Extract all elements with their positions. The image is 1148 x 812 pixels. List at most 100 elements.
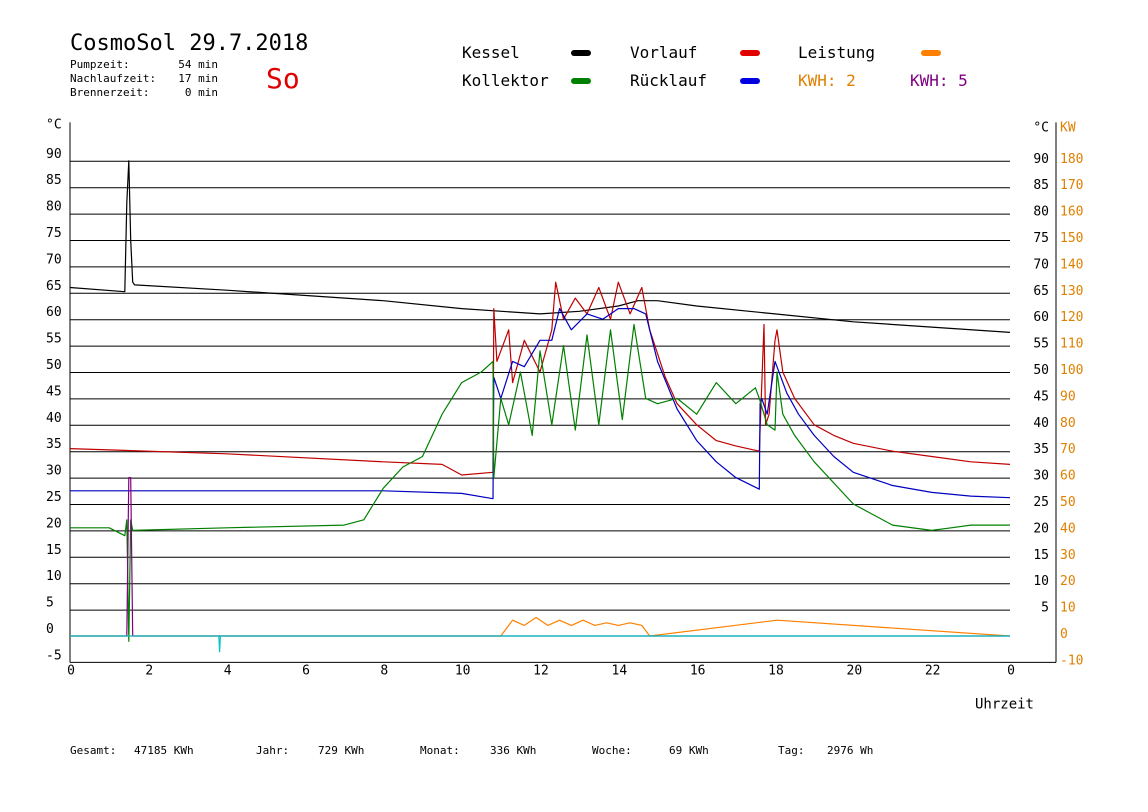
y2-tick-40: 40 — [1060, 521, 1076, 536]
y2-tick-170: 170 — [1060, 178, 1083, 193]
legend-label-ruecklauf: Rücklauf — [630, 71, 708, 90]
x-tick-1: 2 — [145, 663, 153, 678]
footer-value-woche: 69 KWh — [669, 744, 709, 757]
series-line-1 — [69, 281, 1011, 476]
y-tick-left--5: -5 — [46, 648, 62, 663]
y2-tick-70: 70 — [1060, 442, 1076, 457]
y-tick-right-25: 25 — [1033, 495, 1049, 510]
y2-tick-20: 20 — [1060, 574, 1076, 589]
y2-tick-150: 150 — [1060, 231, 1083, 246]
kwh-label-2: KWH: 2 — [798, 71, 856, 90]
y-axis-unit-left: °C — [46, 117, 62, 132]
y-tick-right-15: 15 — [1033, 548, 1049, 563]
legend-swatch-kollektor — [571, 78, 591, 84]
x-tick-6: 12 — [533, 663, 549, 678]
y-tick-left-50: 50 — [46, 358, 62, 373]
y2-tick-110: 110 — [1060, 337, 1083, 352]
y-tick-right-50: 50 — [1033, 363, 1049, 378]
legend-swatch-leistung — [921, 50, 941, 56]
y-tick-left-65: 65 — [46, 279, 62, 294]
y-tick-left-5: 5 — [46, 596, 54, 611]
y-tick-left-70: 70 — [46, 252, 62, 267]
y-tick-right-5: 5 — [1041, 601, 1049, 616]
footer-value-tag: 2976 Wh — [827, 744, 874, 757]
y2-tick-100: 100 — [1060, 363, 1083, 378]
y-tick-right-10: 10 — [1033, 574, 1049, 589]
y2-axis-unit: KW — [1060, 120, 1076, 135]
footer-value-monat: 336 KWh — [490, 744, 537, 757]
legend-label-kessel: Kessel — [462, 43, 520, 62]
kwh-label-5: KWH: 5 — [910, 71, 968, 90]
x-tick-7: 14 — [612, 663, 628, 678]
stat-value-pumpzeit: 54 min — [178, 58, 218, 71]
stat-value-brennerzeit: 0 min — [184, 86, 218, 99]
y-tick-left-55: 55 — [46, 332, 62, 347]
y2-tick-0: 0 — [1060, 627, 1068, 642]
legend-swatch-kessel — [571, 50, 591, 56]
footer-label-woche: Woche: — [592, 744, 632, 757]
y-tick-right-85: 85 — [1033, 178, 1049, 193]
footer-value-jahr: 729 KWh — [318, 744, 365, 757]
y-tick-left-10: 10 — [46, 569, 62, 584]
legend-label-kollektor: Kollektor — [462, 71, 549, 90]
page-title: CosmoSol 29.7.2018 — [70, 31, 309, 56]
y-tick-right-55: 55 — [1033, 337, 1049, 352]
y-tick-left-40: 40 — [46, 411, 62, 426]
y-tick-left-0: 0 — [46, 622, 54, 637]
y-tick-left-85: 85 — [46, 173, 62, 188]
footer-label-monat: Monat: — [420, 744, 460, 757]
y2-tick-60: 60 — [1060, 469, 1076, 484]
x-tick-12: 0 — [1007, 663, 1015, 678]
y-tick-left-30: 30 — [46, 464, 62, 479]
y-tick-right-20: 20 — [1033, 521, 1049, 536]
x-tick-11: 22 — [925, 663, 941, 678]
x-tick-0: 0 — [67, 663, 75, 678]
series-line-4 — [70, 616, 1011, 637]
stat-label-brennerzeit: Brennerzeit: — [70, 86, 150, 99]
y-tick-right-65: 65 — [1033, 284, 1049, 299]
y2-tick-140: 140 — [1060, 257, 1083, 272]
legend-label-vorlauf: Vorlauf — [630, 43, 698, 62]
footer-label-tag: Tag: — [778, 744, 805, 757]
y2-tick-50: 50 — [1060, 495, 1076, 510]
y-tick-left-45: 45 — [46, 384, 62, 399]
legend-label-leistung: Leistung — [798, 43, 876, 62]
y-tick-left-75: 75 — [46, 226, 62, 241]
legend-swatch-vorlauf — [740, 50, 760, 56]
stat-value-nachlaufzeit: 17 min — [178, 72, 218, 85]
y-tick-right-60: 60 — [1033, 310, 1049, 325]
y2-tick-160: 160 — [1060, 205, 1083, 220]
series-line-2 — [70, 308, 1011, 500]
y-tick-right-45: 45 — [1033, 389, 1049, 404]
x-tick-8: 16 — [690, 663, 706, 678]
x-tick-9: 18 — [768, 663, 784, 678]
y-tick-right-75: 75 — [1033, 231, 1049, 246]
y-tick-left-20: 20 — [46, 516, 62, 531]
y-tick-right-80: 80 — [1033, 205, 1049, 220]
x-tick-2: 4 — [224, 663, 232, 678]
x-tick-10: 20 — [847, 663, 863, 678]
y2-tick--10: -10 — [1060, 653, 1083, 668]
y-tick-left-90: 90 — [46, 147, 62, 162]
y-tick-left-80: 80 — [46, 200, 62, 215]
y-tick-right-35: 35 — [1033, 442, 1049, 457]
y-tick-left-25: 25 — [46, 490, 62, 505]
x-tick-3: 6 — [302, 663, 310, 678]
y-tick-right-90: 90 — [1033, 152, 1049, 167]
y2-tick-90: 90 — [1060, 389, 1076, 404]
y2-tick-180: 180 — [1060, 152, 1083, 167]
y-tick-right-30: 30 — [1033, 469, 1049, 484]
x-axis-label: Uhrzeit — [975, 696, 1034, 712]
series-line-6 — [70, 635, 1010, 653]
y-tick-left-15: 15 — [46, 543, 62, 558]
y-tick-right-70: 70 — [1033, 257, 1049, 272]
y2-tick-120: 120 — [1060, 310, 1083, 325]
y-tick-right-40: 40 — [1033, 416, 1049, 431]
footer-label-gesamt: Gesamt: — [70, 744, 117, 757]
y2-tick-30: 30 — [1060, 548, 1076, 563]
y2-tick-80: 80 — [1060, 416, 1076, 431]
x-tick-4: 8 — [380, 663, 388, 678]
legend-swatch-ruecklauf — [740, 78, 760, 84]
x-tick-5: 10 — [455, 663, 471, 678]
